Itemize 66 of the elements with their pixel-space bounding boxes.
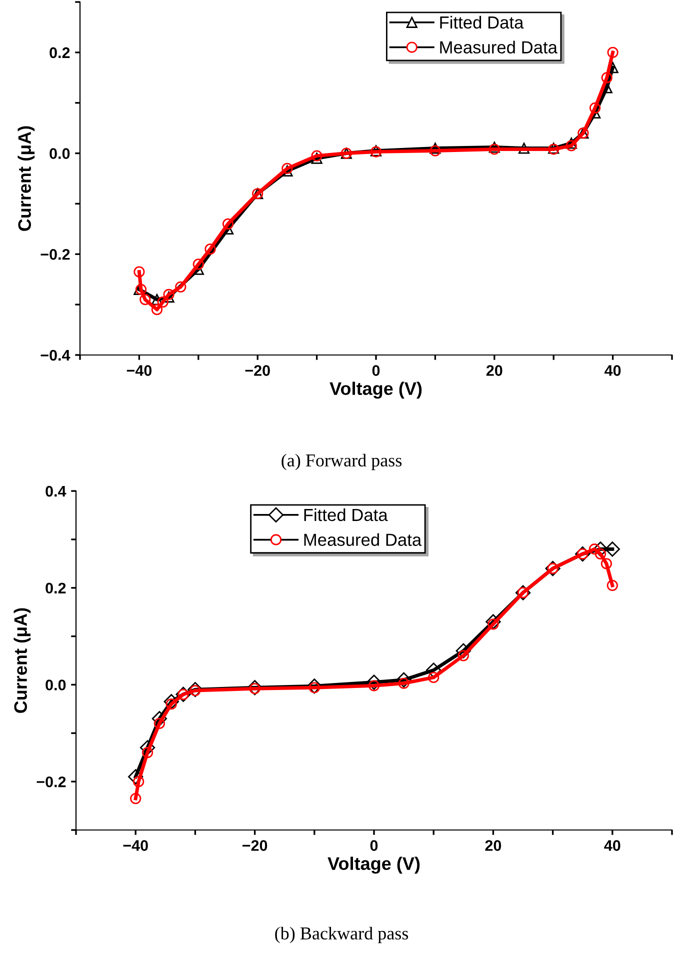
point bbox=[311, 150, 322, 162]
point bbox=[204, 244, 216, 255]
point bbox=[601, 72, 612, 84]
point bbox=[188, 682, 203, 698]
x-tick-label: 40 bbox=[604, 365, 621, 376]
y-tick-label: −0.2 bbox=[40, 249, 70, 260]
point bbox=[600, 558, 612, 570]
point bbox=[606, 580, 618, 591]
point bbox=[428, 672, 440, 684]
point bbox=[164, 694, 179, 710]
point bbox=[426, 662, 442, 678]
point bbox=[604, 542, 620, 557]
point bbox=[518, 142, 530, 154]
x-axis-title: Voltage (V) bbox=[330, 382, 422, 399]
y-axis-title: Current (μA) bbox=[14, 608, 31, 713]
legend-label: Measured Data bbox=[304, 533, 422, 546]
legend-label: Fitted Data bbox=[304, 508, 388, 522]
x-tick-label: 20 bbox=[486, 365, 502, 376]
point bbox=[152, 711, 168, 726]
point bbox=[396, 672, 412, 688]
point bbox=[430, 142, 441, 154]
x-tick-label: −40 bbox=[123, 840, 148, 851]
point bbox=[130, 792, 142, 804]
point bbox=[589, 102, 601, 114]
point bbox=[282, 162, 293, 174]
x-tick-label: 20 bbox=[485, 840, 502, 851]
point bbox=[157, 296, 168, 308]
point bbox=[175, 281, 186, 292]
point bbox=[163, 288, 174, 300]
y-tick-label: −0.2 bbox=[36, 776, 66, 788]
point bbox=[306, 678, 322, 694]
y-tick-label: 0.0 bbox=[50, 148, 70, 159]
point bbox=[566, 138, 577, 149]
point bbox=[192, 258, 204, 270]
x-tick-label: −40 bbox=[126, 365, 152, 376]
x-tick-label: 40 bbox=[604, 840, 620, 851]
y-tick-label: 0.2 bbox=[50, 47, 70, 58]
point bbox=[151, 294, 163, 306]
x-tick-label: 0 bbox=[372, 365, 380, 376]
legend-label: Fitted Data bbox=[440, 16, 524, 29]
y-tick-label: 0.4 bbox=[46, 486, 66, 497]
x-tick-label: 0 bbox=[370, 840, 378, 851]
x-tick-label: −20 bbox=[245, 365, 270, 376]
point bbox=[311, 152, 322, 164]
y-tick-label: 0.2 bbox=[46, 582, 66, 594]
point bbox=[222, 218, 234, 230]
y-axis-title: Current (μA) bbox=[18, 126, 35, 231]
point bbox=[566, 140, 577, 152]
y-tick-label: 0.0 bbox=[46, 680, 66, 690]
legend-label: Measured Data bbox=[440, 40, 558, 54]
text: (a) Forward pass bbox=[282, 454, 402, 470]
x-tick-label: −20 bbox=[242, 840, 268, 851]
y-tick-label: −0.4 bbox=[40, 350, 70, 361]
point bbox=[140, 740, 156, 756]
point bbox=[430, 145, 441, 156]
point bbox=[607, 46, 618, 58]
point bbox=[151, 304, 163, 316]
text: (b) Backward pass bbox=[275, 926, 408, 944]
point bbox=[128, 769, 144, 784]
point bbox=[134, 266, 145, 278]
x-axis-title: Voltage (V) bbox=[328, 856, 420, 874]
point bbox=[601, 82, 612, 94]
point bbox=[486, 614, 501, 630]
point bbox=[366, 674, 382, 690]
point bbox=[456, 643, 471, 658]
point bbox=[140, 294, 151, 306]
